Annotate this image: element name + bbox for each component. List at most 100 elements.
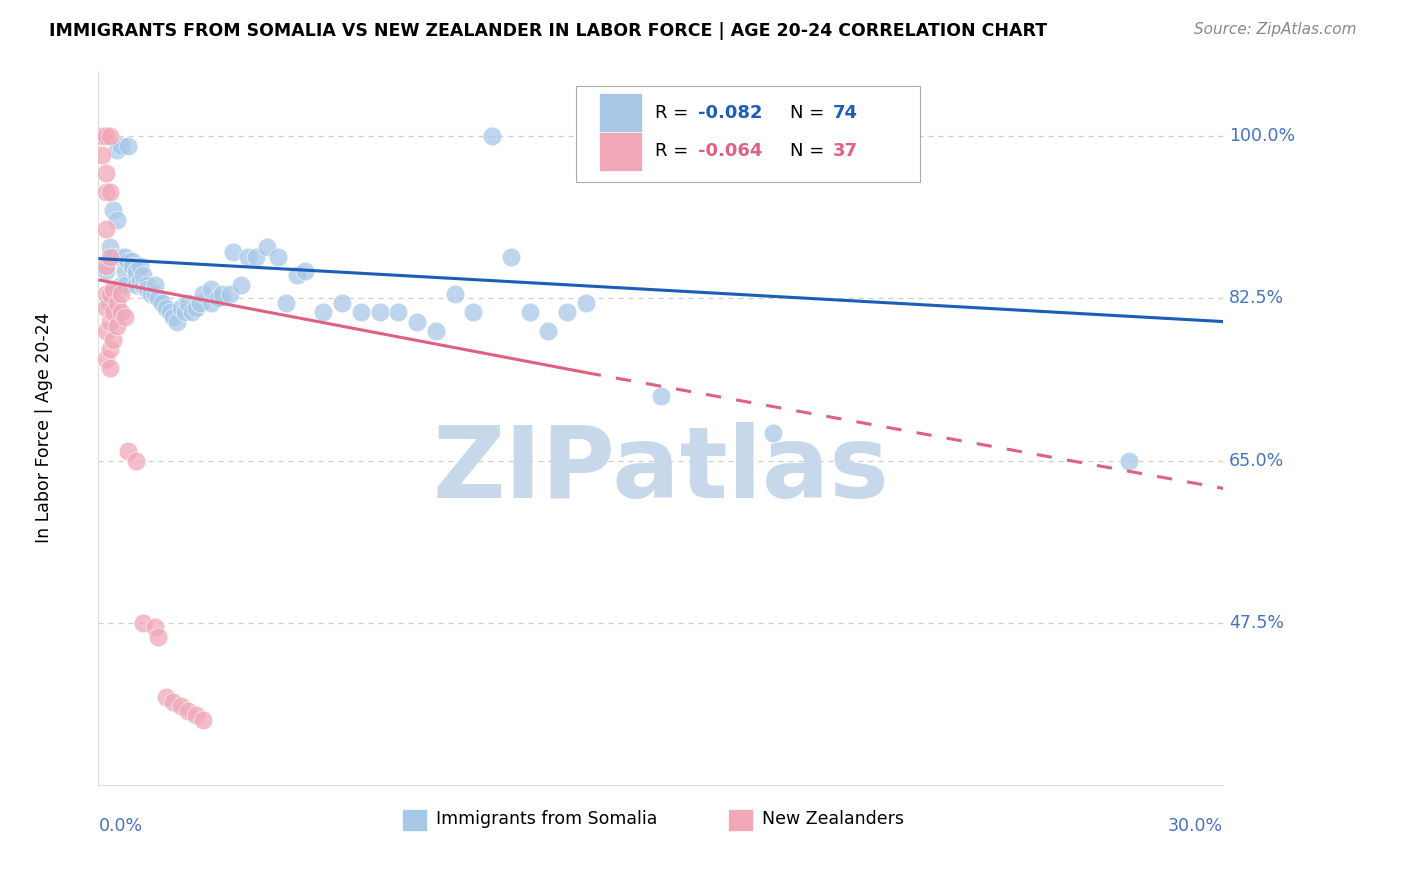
Point bbox=[91, 129, 114, 144]
Point bbox=[762, 425, 785, 440]
Point bbox=[207, 292, 229, 306]
Point bbox=[98, 315, 121, 329]
Point bbox=[155, 301, 177, 315]
Point bbox=[519, 305, 541, 319]
Point bbox=[148, 292, 170, 306]
FancyBboxPatch shape bbox=[576, 86, 920, 182]
Point bbox=[350, 305, 373, 319]
Point bbox=[103, 203, 125, 218]
Point bbox=[650, 389, 672, 403]
Point bbox=[121, 254, 143, 268]
Text: 30.0%: 30.0% bbox=[1168, 817, 1223, 835]
Point bbox=[184, 708, 207, 723]
Point bbox=[177, 296, 200, 310]
Point bbox=[177, 704, 200, 718]
FancyBboxPatch shape bbox=[599, 93, 641, 132]
Point bbox=[443, 286, 465, 301]
Point bbox=[94, 185, 117, 199]
Text: Immigrants from Somalia: Immigrants from Somalia bbox=[436, 810, 657, 828]
Point bbox=[211, 286, 233, 301]
Point bbox=[105, 143, 128, 157]
Point bbox=[94, 301, 117, 315]
FancyBboxPatch shape bbox=[402, 808, 427, 831]
Point bbox=[103, 250, 125, 264]
Point bbox=[117, 138, 139, 153]
Point bbox=[105, 319, 128, 334]
Point bbox=[114, 263, 136, 277]
Text: 74: 74 bbox=[832, 103, 858, 121]
Point bbox=[125, 453, 148, 467]
Text: 47.5%: 47.5% bbox=[1229, 614, 1284, 632]
Point bbox=[294, 263, 316, 277]
Point bbox=[110, 277, 132, 292]
Point bbox=[105, 296, 128, 310]
Point bbox=[173, 305, 195, 319]
Text: 100.0%: 100.0% bbox=[1229, 128, 1295, 145]
Point bbox=[125, 268, 148, 283]
Point bbox=[103, 333, 125, 347]
Point bbox=[110, 305, 132, 319]
Point bbox=[463, 305, 485, 319]
Point bbox=[94, 324, 117, 338]
Point bbox=[98, 296, 121, 310]
Point bbox=[136, 282, 159, 296]
Point bbox=[94, 259, 117, 273]
Point bbox=[94, 263, 117, 277]
Point bbox=[162, 310, 184, 324]
Point bbox=[575, 296, 598, 310]
Point bbox=[139, 286, 162, 301]
Point bbox=[555, 305, 578, 319]
Point bbox=[285, 268, 308, 283]
Point bbox=[117, 444, 139, 458]
Point bbox=[166, 315, 188, 329]
Text: -0.064: -0.064 bbox=[697, 143, 762, 161]
Point bbox=[193, 286, 215, 301]
Point bbox=[98, 250, 121, 264]
Point bbox=[114, 277, 136, 292]
Point bbox=[143, 620, 166, 634]
Point bbox=[200, 282, 222, 296]
FancyBboxPatch shape bbox=[599, 132, 641, 171]
Point bbox=[184, 301, 207, 315]
Point bbox=[162, 694, 184, 708]
Point bbox=[128, 273, 150, 287]
Point bbox=[125, 277, 148, 292]
Point bbox=[222, 245, 245, 260]
Point bbox=[368, 305, 391, 319]
Point bbox=[387, 305, 409, 319]
Point bbox=[94, 286, 117, 301]
Point bbox=[98, 185, 121, 199]
Point bbox=[125, 263, 148, 277]
Point bbox=[105, 212, 128, 227]
Text: IMMIGRANTS FROM SOMALIA VS NEW ZEALANDER IN LABOR FORCE | AGE 20-24 CORRELATION : IMMIGRANTS FROM SOMALIA VS NEW ZEALANDER… bbox=[49, 22, 1047, 40]
Point bbox=[229, 277, 252, 292]
Point bbox=[98, 129, 121, 144]
Point bbox=[499, 250, 522, 264]
Text: N =: N = bbox=[790, 143, 830, 161]
Text: In Labor Force | Age 20-24: In Labor Force | Age 20-24 bbox=[35, 313, 53, 543]
Point bbox=[114, 310, 136, 324]
Point bbox=[132, 615, 155, 630]
Point bbox=[1118, 453, 1140, 467]
Point bbox=[114, 250, 136, 264]
Point bbox=[218, 286, 240, 301]
Point bbox=[143, 277, 166, 292]
Text: ZIPatlas: ZIPatlas bbox=[433, 423, 889, 519]
Point bbox=[481, 129, 503, 144]
Point bbox=[155, 690, 177, 704]
Point bbox=[274, 296, 297, 310]
Point bbox=[117, 254, 139, 268]
Point bbox=[170, 301, 193, 315]
Point bbox=[188, 296, 211, 310]
Point bbox=[256, 240, 278, 254]
Point bbox=[110, 286, 132, 301]
Point bbox=[98, 360, 121, 375]
Point bbox=[267, 250, 290, 264]
Point bbox=[150, 296, 173, 310]
Point bbox=[136, 277, 159, 292]
Point bbox=[537, 324, 560, 338]
Point bbox=[103, 305, 125, 319]
Point bbox=[193, 713, 215, 727]
Point bbox=[312, 305, 335, 319]
Point bbox=[94, 351, 117, 366]
